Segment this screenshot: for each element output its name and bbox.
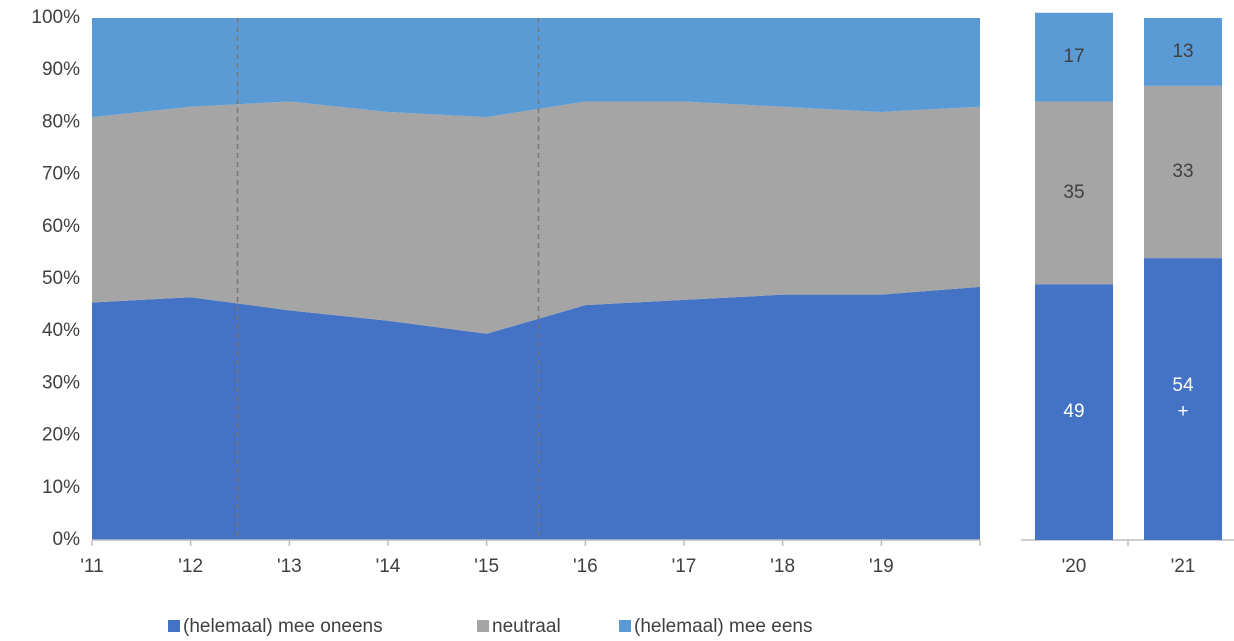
y-tick-label: 0%: [53, 529, 81, 550]
y-tick-label: 80%: [42, 111, 80, 132]
area: [92, 101, 980, 334]
legend-swatch: [477, 620, 489, 632]
x-tick-label: '11: [80, 556, 103, 577]
area: [92, 18, 980, 118]
legend-label: (helemaal) mee oneens: [183, 616, 383, 637]
x-tick-label: '20: [1062, 556, 1087, 577]
legend-label: neutraal: [492, 616, 561, 637]
legend-swatch: [619, 620, 631, 632]
x-tick-label: '16: [573, 556, 598, 577]
value-label: 54: [1172, 375, 1194, 396]
area: [92, 286, 980, 540]
x-tick-label: '21: [1171, 556, 1196, 577]
significance-label: +: [1177, 401, 1188, 422]
value-label: 13: [1172, 41, 1193, 62]
x-tick-label: '13: [277, 556, 302, 577]
bar: [1035, 12, 1113, 102]
y-tick-label: 50%: [42, 268, 80, 289]
x-tick-label: '19: [869, 556, 894, 577]
legend-swatch: [168, 620, 180, 632]
value-label: 35: [1063, 182, 1084, 203]
x-tick-label: '15: [474, 556, 499, 577]
y-tick-label: 30%: [42, 372, 80, 393]
y-tick-label: 100%: [31, 7, 80, 28]
bar: [1035, 101, 1113, 285]
value-label: 33: [1172, 161, 1193, 182]
x-tick-label: '14: [376, 556, 401, 577]
y-tick-label: 60%: [42, 216, 80, 237]
x-tick-label: '18: [770, 556, 795, 577]
legend-label: (helemaal) mee eens: [634, 616, 812, 637]
bar: [1035, 284, 1113, 540]
y-tick-label: 40%: [42, 320, 80, 341]
bar: [1144, 258, 1222, 540]
x-tick-label: '17: [672, 556, 697, 577]
value-label: 49: [1063, 401, 1084, 422]
y-tick-label: 10%: [42, 477, 80, 498]
value-label: 17: [1063, 46, 1084, 67]
y-tick-label: 90%: [42, 59, 80, 80]
x-tick-label: '12: [178, 556, 203, 577]
y-tick-label: 70%: [42, 164, 80, 185]
bar: [1144, 18, 1222, 86]
bar: [1144, 85, 1222, 259]
y-tick-label: 20%: [42, 425, 80, 446]
